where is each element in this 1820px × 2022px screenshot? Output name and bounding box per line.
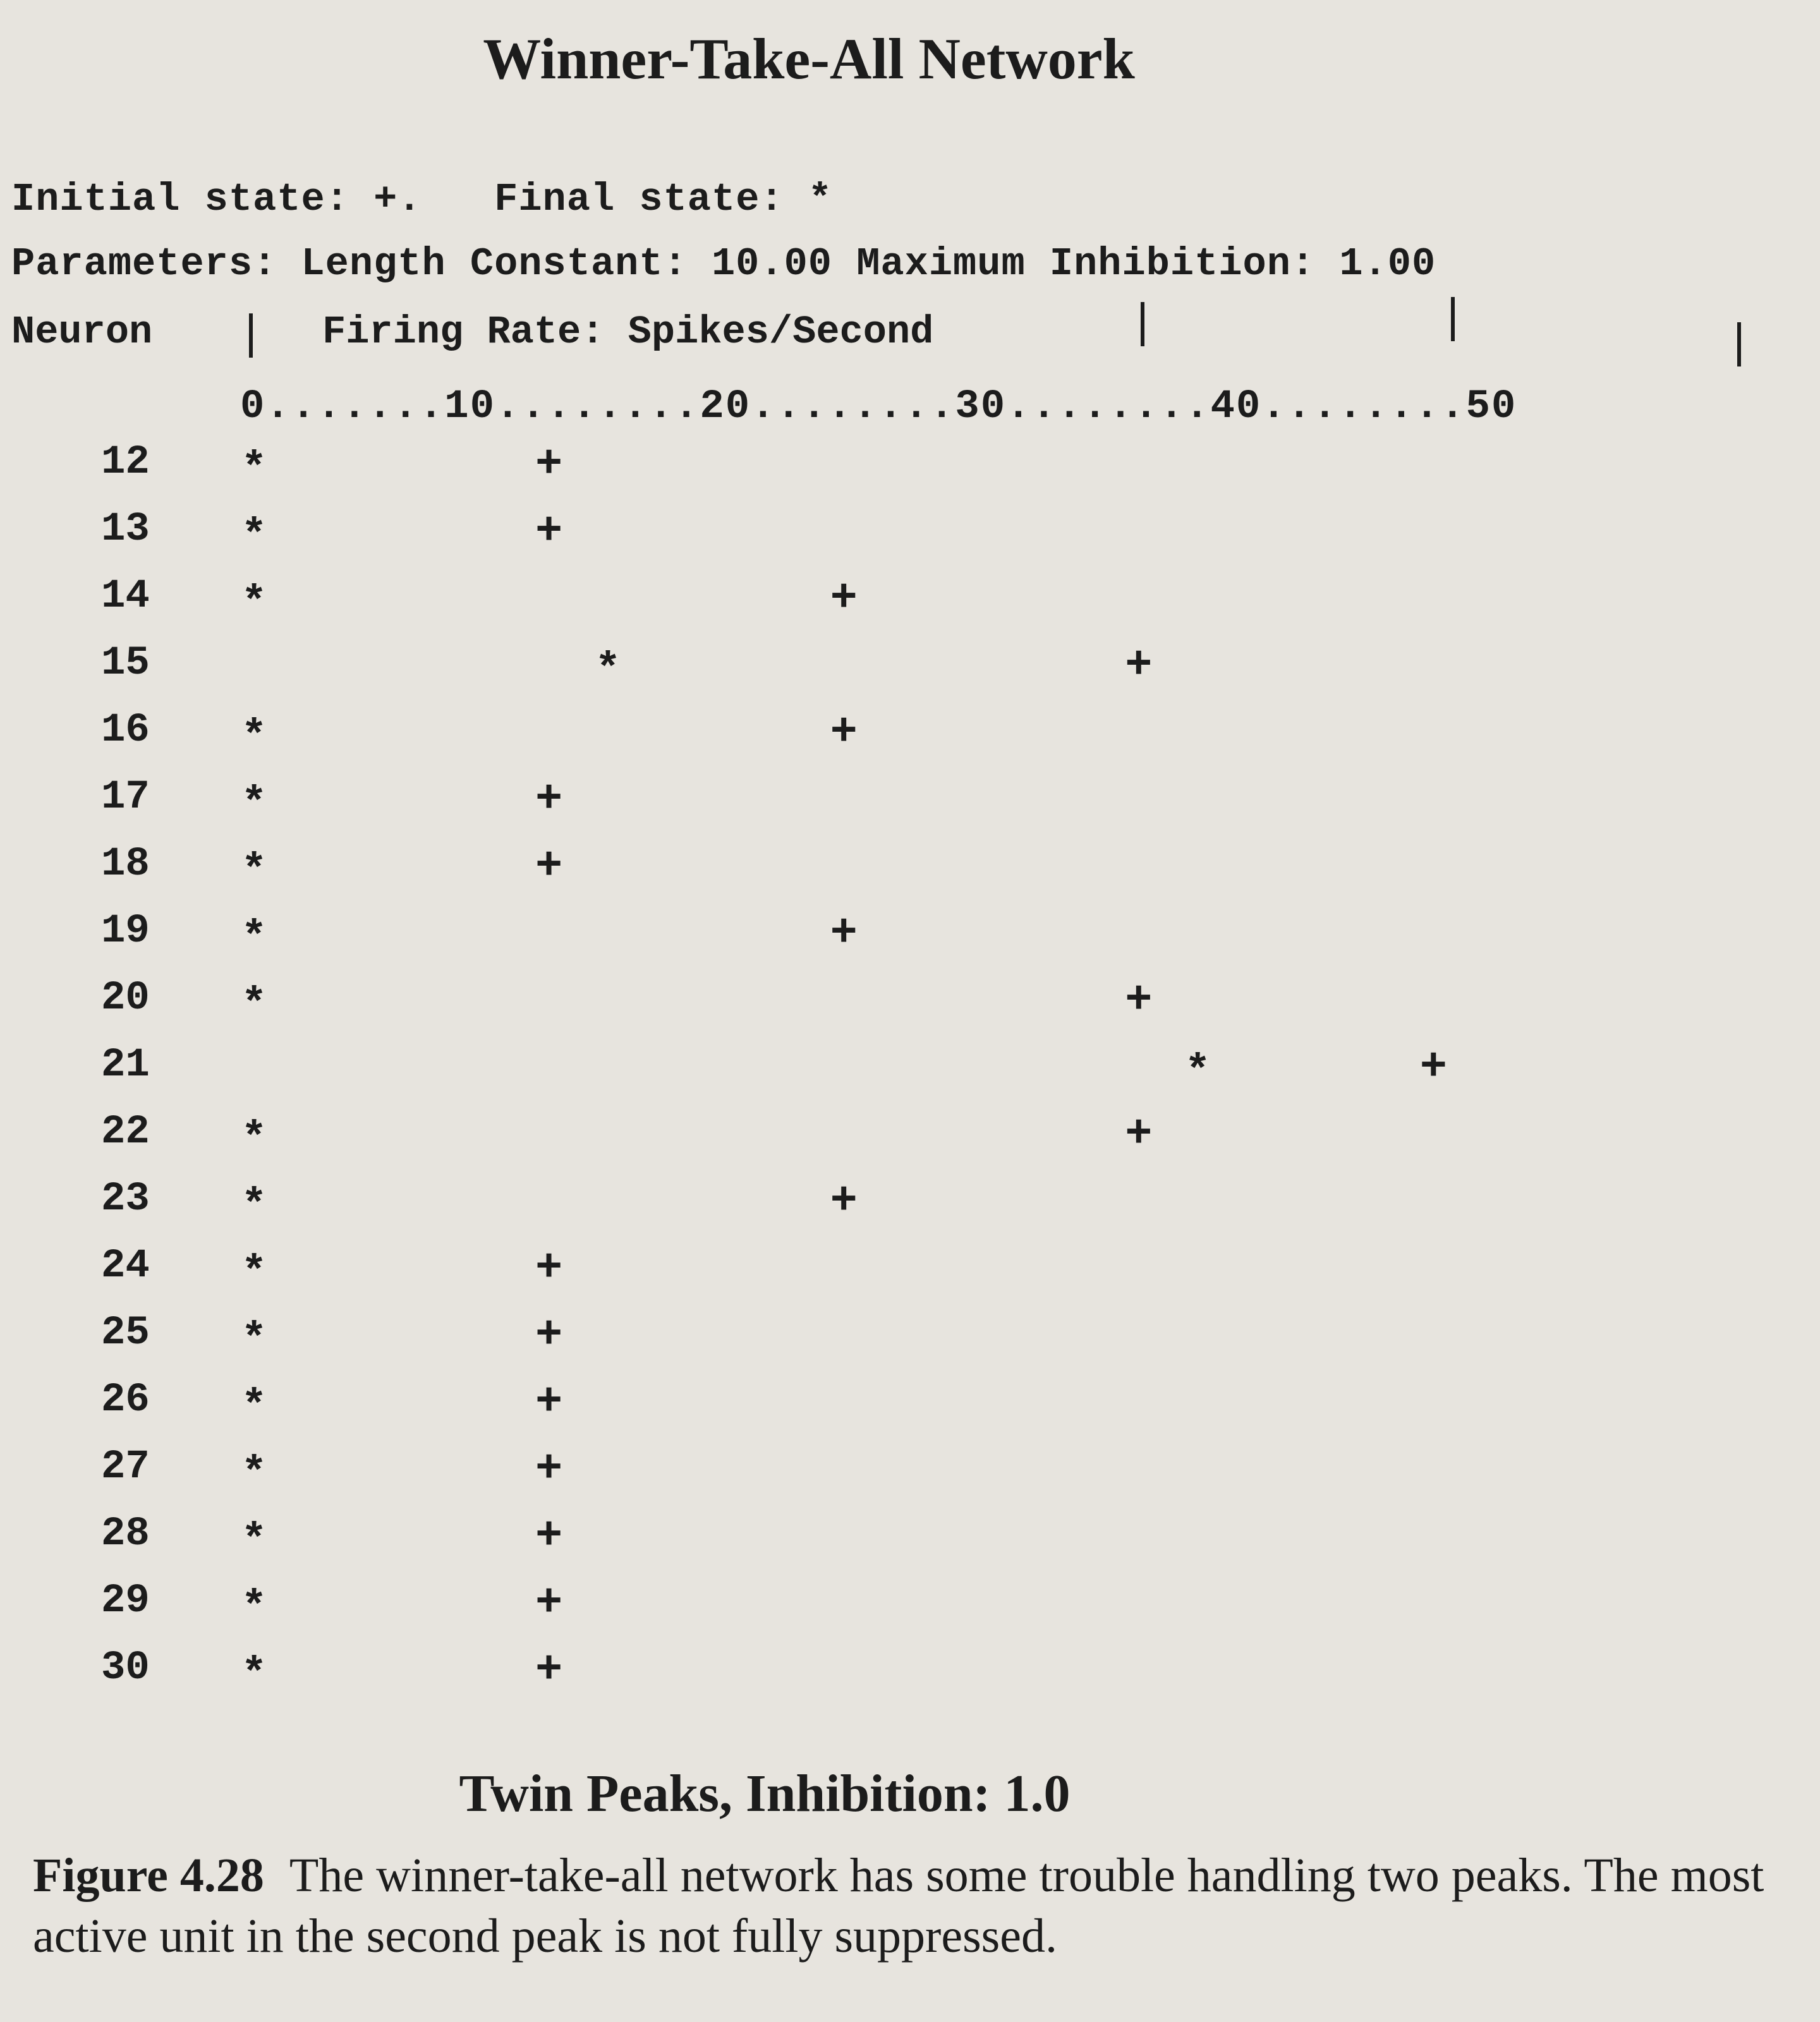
final-point-25: * [241, 1316, 267, 1364]
final-point-24: * [241, 1249, 267, 1297]
final-point-27: * [241, 1450, 267, 1498]
final-point-29: * [241, 1583, 267, 1632]
neuron-label-27: 27 [101, 1444, 150, 1490]
initial-point-26: + [535, 1376, 562, 1428]
sub-caption: Twin Peaks, Inhibition: 1.0 [459, 1764, 1071, 1823]
neuron-label-20: 20 [101, 976, 150, 1021]
neuron-label-15: 15 [101, 641, 150, 686]
chart-title: Winner-Take-All Network [483, 27, 1135, 91]
initial-point-27: + [535, 1443, 562, 1495]
figure-text: The winner-take-all network has some tro… [33, 1849, 1764, 1963]
final-point-17: * [241, 780, 267, 828]
final-point-12: * [241, 445, 267, 493]
neuron-label-18: 18 [101, 842, 150, 887]
neuron-label-23: 23 [101, 1177, 150, 1222]
separator-bar [1451, 297, 1455, 341]
initial-point-20: + [1125, 974, 1152, 1026]
plot-area: 0.......10........20........30........40… [101, 384, 1517, 1699]
separator-bar [1737, 322, 1741, 366]
initial-point-30: + [535, 1644, 562, 1696]
neuron-label-24: 24 [101, 1244, 150, 1289]
parameters-line: Parameters: Length Constant: 10.00 Maxim… [11, 241, 1436, 286]
initial-point-19: + [830, 907, 858, 959]
neuron-label-29: 29 [101, 1578, 150, 1624]
neuron-label-26: 26 [101, 1377, 150, 1423]
final-point-28: * [241, 1516, 267, 1565]
neuron-label-28: 28 [101, 1511, 150, 1557]
final-point-19: * [241, 914, 267, 962]
final-point-22: * [241, 1115, 267, 1163]
neuron-label-21: 21 [101, 1043, 150, 1088]
initial-point-18: + [535, 840, 562, 892]
legend-line: Initial state: +. Final state: * [11, 177, 832, 222]
initial-point-23: + [830, 1175, 858, 1227]
initial-point-25: + [535, 1309, 562, 1361]
neuron-label-12: 12 [101, 440, 150, 485]
separator-bar [1141, 302, 1144, 346]
neuron-label-25: 25 [101, 1311, 150, 1356]
neuron-label-16: 16 [101, 708, 150, 753]
initial-point-15: + [1125, 639, 1152, 691]
final-point-20: * [241, 981, 267, 1029]
final-state-label: Final state: * [494, 177, 833, 222]
initial-point-16: + [830, 706, 858, 758]
figure-caption: Figure 4.28 The winner-take-all network h… [33, 1845, 1790, 1966]
initial-point-14: + [830, 572, 858, 624]
initial-point-28: + [535, 1510, 562, 1562]
initial-point-13: + [535, 506, 562, 557]
final-point-23: * [241, 1182, 267, 1230]
neuron-label-13: 13 [101, 507, 150, 552]
x-axis-tick-labels: 0.......10........20........30........40… [240, 384, 1517, 430]
initial-point-29: + [535, 1577, 562, 1629]
neuron-rows: 12 + * 13 + * 14 + * 15 + * 16 + * 17 + * 18 + * 19 + * 20 + * 21 + *… [101, 439, 1447, 1699]
figure-label: Figure 4.28 [33, 1849, 264, 1902]
initial-point-24: + [535, 1242, 562, 1294]
initial-point-21: + [1420, 1041, 1447, 1093]
final-point-13: * [241, 512, 267, 560]
neuron-label-30: 30 [101, 1645, 150, 1691]
neuron-label: Neuron [11, 310, 153, 354]
initial-point-12: + [535, 439, 562, 490]
neuron-label-19: 19 [101, 909, 150, 954]
final-point-14: * [241, 579, 267, 627]
neuron-label-14: 14 [101, 574, 150, 619]
column-header: Neuron [11, 310, 152, 354]
separator-bar [249, 313, 253, 358]
final-point-16: * [241, 713, 267, 761]
final-point-21: * [1185, 1048, 1211, 1096]
neuron-label-17: 17 [101, 775, 150, 820]
final-point-30: * [241, 1650, 267, 1699]
final-point-15: * [595, 646, 621, 694]
final-point-26: * [241, 1383, 267, 1431]
neuron-label-22: 22 [101, 1110, 150, 1155]
firing-rate-label: Firing Rate: Spikes/Second [322, 310, 934, 354]
final-point-18: * [241, 847, 267, 895]
initial-point-22: + [1125, 1108, 1152, 1160]
initial-state-label: Initial state: +. [11, 177, 422, 222]
initial-point-17: + [535, 773, 562, 825]
